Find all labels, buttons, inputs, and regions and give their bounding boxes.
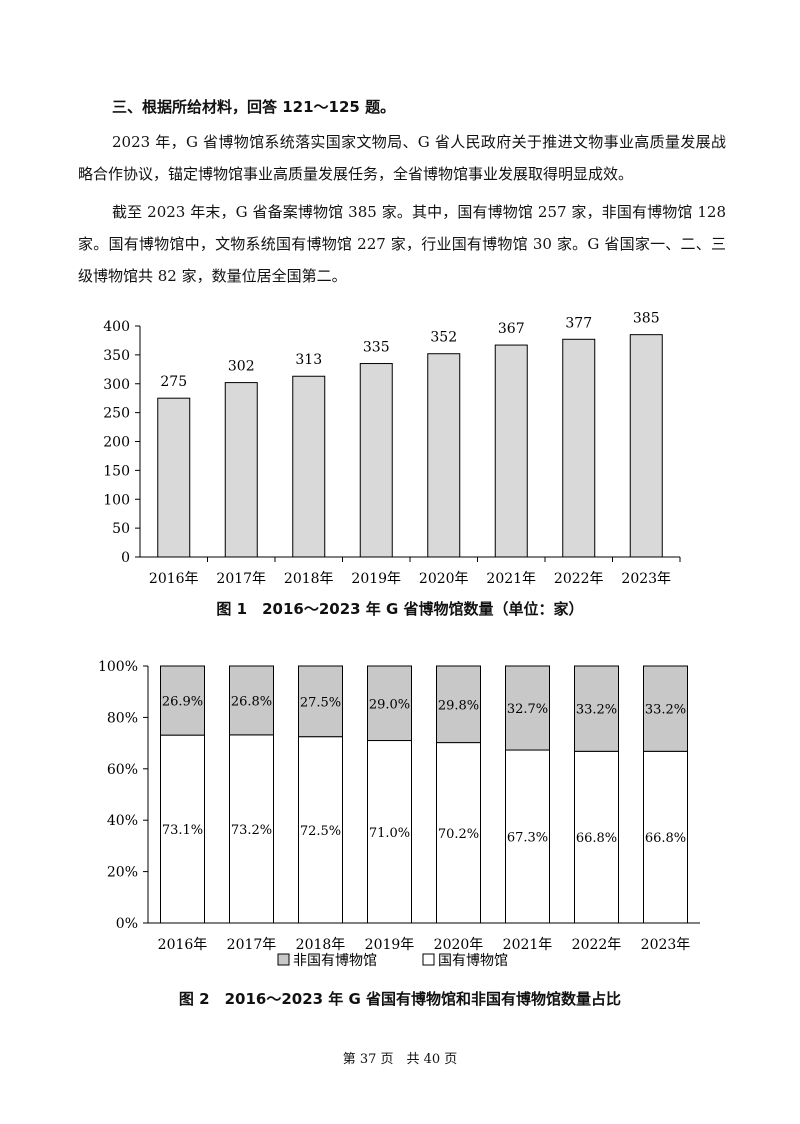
ownership-share-stacked-chart: 0% 20% 40% 60% 80% 100% 73.1% 26.9% 2016年 73.2% 26… [98, 659, 700, 969]
section-heading: 三、根据所给材料，回答 121～125 题。 [112, 98, 396, 116]
y-tick-label: 100% [98, 659, 138, 675]
bar-segment-non-state [574, 665, 619, 752]
bar-segment-non-state [643, 665, 688, 752]
y-tick-label: 350 [103, 348, 130, 364]
legend-swatch [277, 953, 290, 966]
bar-segment-state-owned [643, 750, 688, 924]
museum-count-bar-chart: 0 50 100 150 200 250 300 350 400 275 2016年 302 2017年… [103, 311, 681, 587]
non-state-share-label: 33.2% [576, 703, 617, 718]
non-state-share-label: 27.5% [300, 695, 341, 710]
bar-value-label: 335 [363, 340, 390, 356]
bar-segment-state-owned [367, 740, 412, 924]
bar-segment-state-owned [229, 734, 274, 924]
x-tick-label: 2020年 [419, 571, 469, 587]
bar-segment-non-state [505, 665, 550, 751]
bar-value-label: 385 [633, 311, 660, 327]
x-tick-label: 2022年 [554, 571, 604, 587]
state-owned-share-label: 72.5% [300, 824, 341, 839]
x-tick-label: 2019年 [365, 937, 415, 953]
x-tick-label: 2019年 [351, 571, 401, 587]
bar [224, 382, 258, 558]
y-tick-label: 20% [107, 865, 138, 881]
legend-swatch [422, 953, 435, 966]
bar-segment-state-owned [574, 750, 619, 924]
x-tick-label: 2017年 [216, 571, 266, 587]
bar [359, 363, 393, 558]
paragraph-intro: 2023 年，G 省博物馆系统落实国家文物局、G 省人民政府关于推进文物事业高质… [78, 133, 726, 183]
y-tick-label: 250 [103, 406, 130, 422]
y-tick-label: 0 [121, 550, 130, 566]
x-tick-label: 2021年 [486, 571, 536, 587]
legend-label: 国有博物馆 [438, 952, 508, 969]
y-tick-label: 200 [103, 435, 130, 451]
x-tick-label: 2023年 [641, 937, 691, 953]
state-owned-share-label: 70.2% [438, 827, 479, 842]
non-state-share-label: 29.0% [369, 697, 410, 712]
figure-1-caption: 图 1 2016～2023 年 G 省博物馆数量（单位：家） [216, 600, 584, 618]
x-tick-label: 2018年 [284, 571, 334, 587]
y-tick-label: 80% [107, 710, 138, 726]
state-owned-share-label: 66.8% [576, 831, 617, 846]
y-tick-label: 50 [112, 521, 130, 537]
state-owned-share-label: 71.0% [369, 826, 410, 841]
bar-segment-non-state [436, 665, 481, 744]
bar-segment-non-state [160, 665, 205, 736]
state-owned-share-label: 73.1% [162, 823, 203, 838]
bar-value-label: 302 [228, 359, 255, 375]
legend-label: 非国有博物馆 [293, 952, 377, 969]
page-footer: 第 37 页 共 40 页 [342, 1052, 458, 1067]
non-state-share-label: 29.8% [438, 698, 479, 713]
y-tick-label: 40% [107, 813, 138, 829]
non-state-share-label: 26.8% [231, 694, 272, 709]
x-tick-label: 2022年 [572, 937, 622, 953]
bar [494, 344, 528, 558]
y-tick-label: 0% [116, 916, 138, 932]
figure-2-caption: 图 2 2016～2023 年 G 省国有博物馆和非国有博物馆数量占比 [178, 990, 622, 1008]
x-tick-label: 2016年 [158, 937, 208, 953]
bar-segment-non-state [229, 665, 274, 736]
y-tick-label: 100 [103, 492, 130, 508]
bar [629, 334, 663, 558]
y-tick-label: 150 [103, 463, 130, 479]
bar [427, 353, 461, 558]
state-owned-share-label: 67.3% [507, 831, 548, 846]
paragraph-statistics: 截至 2023 年末，G 省备案博物馆 385 家。其中，国有博物馆 257 家… [78, 203, 726, 285]
bar-segment-state-owned [160, 734, 205, 924]
x-tick-label: 2016年 [149, 571, 199, 587]
bar [292, 375, 326, 558]
y-tick-label: 300 [103, 377, 130, 393]
x-tick-label: 2018年 [296, 937, 346, 953]
bar-value-label: 313 [295, 352, 322, 368]
x-tick-label: 2017年 [227, 937, 277, 953]
bar [562, 338, 596, 558]
non-state-share-label: 32.7% [507, 702, 548, 717]
y-tick-label: 400 [103, 319, 130, 335]
bar-segment-non-state [367, 665, 412, 742]
x-tick-label: 2020年 [434, 937, 484, 953]
bar [157, 397, 191, 558]
non-state-share-label: 26.9% [162, 695, 203, 710]
bar-segment-state-owned [436, 742, 481, 924]
bar-value-label: 377 [565, 315, 592, 331]
bar-segment-non-state [298, 665, 343, 738]
x-tick-label: 2023年 [621, 571, 671, 587]
non-state-share-label: 33.2% [645, 703, 686, 718]
state-owned-share-label: 73.2% [231, 823, 272, 838]
bar-segment-state-owned [298, 736, 343, 924]
y-tick-label: 60% [107, 762, 138, 778]
bar-segment-state-owned [505, 749, 550, 924]
state-owned-share-label: 66.8% [645, 831, 686, 846]
bar-value-label: 275 [160, 374, 187, 390]
bar-value-label: 352 [430, 330, 457, 346]
bar-value-label: 367 [498, 321, 525, 337]
x-tick-label: 2021年 [503, 937, 553, 953]
